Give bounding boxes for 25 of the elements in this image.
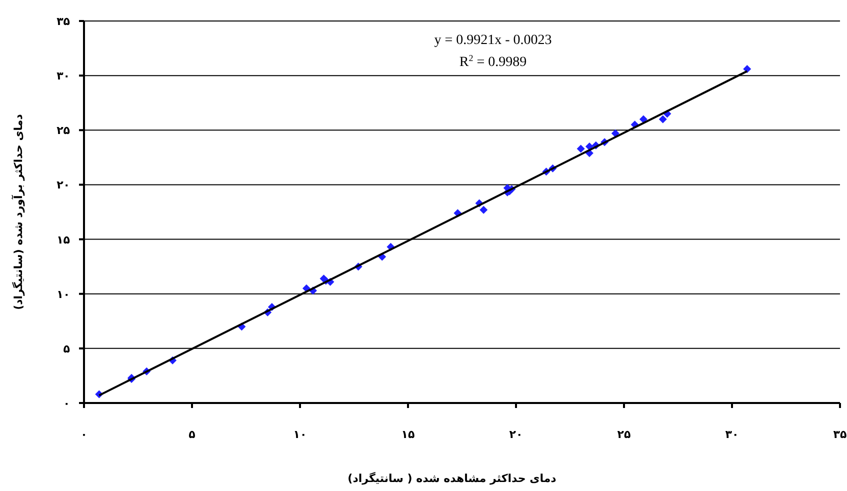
x-tick-label: ۵ xyxy=(188,428,196,441)
y-tick-label: ۲۰ xyxy=(56,178,70,192)
annotation: R$^{2}$ = 0.9989 xyxy=(459,53,527,70)
x-tick-label: ۲۵ xyxy=(617,428,631,441)
y-tick-label: ۳۰ xyxy=(56,70,70,83)
x-tick-label: ۱۰ xyxy=(293,428,307,441)
y-tick-label: ۲۵ xyxy=(56,124,70,138)
x-axis-title: دمای حداکثر مشاهده شده ( سانتیگراد) xyxy=(348,472,557,485)
x-tick-label: ۳۰ xyxy=(725,428,739,441)
y-tick-label: ۱۰ xyxy=(56,288,70,301)
y-axis-title: دمای حداکثر برآورد شده (سانتیگراد) xyxy=(11,114,25,310)
point xyxy=(639,115,648,124)
y-tick-label: ۳۵ xyxy=(56,15,70,28)
y-tick-label: ۱۵ xyxy=(56,233,70,246)
point xyxy=(658,115,667,124)
x-tick-label: ۲۰ xyxy=(509,428,523,441)
point xyxy=(480,206,488,214)
x-tick-label: ۱۵ xyxy=(401,428,415,441)
y-tick-label: ۵ xyxy=(63,342,70,356)
point xyxy=(611,129,620,138)
point xyxy=(576,144,585,153)
y-tick-label: ۰ xyxy=(63,397,70,410)
x-tick-label: ۰ xyxy=(80,428,88,441)
x-tick-label: ۳۵ xyxy=(833,428,847,441)
annotation: y = 0.9921x - 0.0023 xyxy=(434,33,552,48)
